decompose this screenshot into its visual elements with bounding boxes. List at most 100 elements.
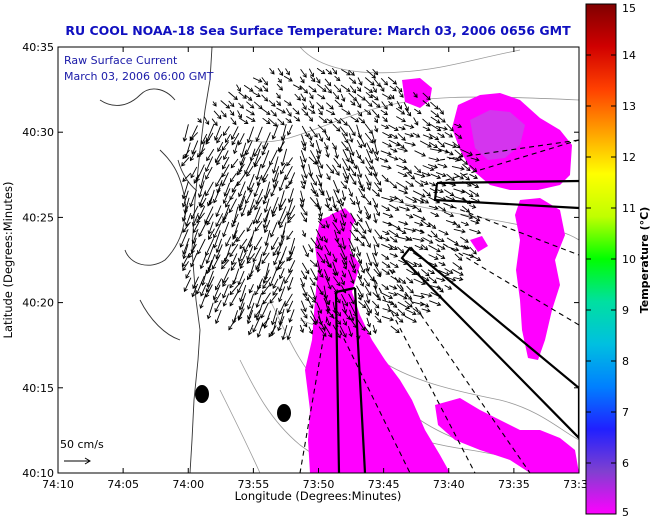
current-vector — [333, 189, 341, 205]
current-vector — [222, 284, 229, 299]
current-vector — [349, 229, 359, 242]
current-vector — [244, 94, 253, 101]
current-vector — [461, 245, 470, 250]
current-vector — [374, 229, 383, 240]
current-vector — [365, 268, 375, 282]
current-vector — [286, 300, 294, 314]
current-vector — [427, 163, 439, 169]
x-tick-label: 74:10 — [42, 478, 74, 491]
current-vector — [413, 261, 423, 268]
current-vector — [220, 110, 227, 118]
current-vector — [371, 147, 379, 162]
current-vector — [470, 219, 480, 225]
current-vector — [373, 117, 378, 124]
current-vector — [261, 164, 271, 181]
current-vector — [388, 300, 398, 308]
current-vector — [389, 155, 399, 161]
current-vector — [253, 236, 263, 251]
current-vector — [199, 254, 207, 270]
current-vector — [238, 195, 246, 212]
current-vector — [181, 252, 191, 268]
current-vector — [229, 284, 239, 296]
current-vector — [452, 262, 463, 270]
current-vector — [414, 150, 426, 157]
current-vector — [245, 190, 253, 205]
current-vector — [310, 268, 318, 281]
current-vector — [413, 205, 422, 213]
current-vector — [341, 69, 351, 76]
current-vector — [216, 156, 223, 166]
current-vector — [358, 260, 366, 274]
plot-area — [57, 46, 580, 474]
current-vector — [404, 141, 417, 147]
x-tick-label: 73:50 — [303, 478, 335, 491]
current-vector — [373, 268, 382, 278]
current-vector — [381, 174, 389, 183]
current-vector — [444, 268, 454, 274]
current-vector — [340, 213, 347, 227]
current-vector — [181, 190, 189, 208]
current-vector — [398, 206, 411, 212]
current-vector — [276, 107, 286, 114]
current-vector — [301, 262, 310, 275]
current-vector — [365, 220, 372, 234]
current-vector — [372, 166, 378, 177]
current-vector — [254, 220, 263, 232]
current-vector — [189, 150, 197, 162]
current-vector — [444, 284, 453, 290]
current-vector — [269, 292, 278, 304]
current-vector — [429, 182, 437, 187]
current-vector — [195, 275, 205, 295]
current-vector — [325, 260, 332, 268]
current-vector — [270, 109, 277, 117]
current-vector — [316, 83, 327, 93]
current-vector — [229, 277, 237, 289]
current-vector — [340, 246, 348, 261]
current-vector — [358, 187, 365, 199]
current-vector — [225, 133, 231, 144]
current-vector — [243, 236, 253, 254]
current-vector — [347, 325, 353, 338]
current-vector — [398, 91, 404, 98]
current-vector — [428, 276, 438, 284]
current-vector — [184, 212, 192, 227]
site-marker — [195, 385, 209, 403]
current-vector — [390, 325, 400, 334]
current-vector — [237, 246, 245, 263]
current-vector — [438, 261, 446, 267]
current-vector — [403, 227, 417, 233]
current-vector — [421, 244, 429, 251]
current-vector — [357, 237, 365, 247]
current-vector — [374, 315, 382, 324]
current-vector — [341, 190, 347, 202]
current-vector — [309, 100, 315, 110]
current-vector — [414, 221, 424, 227]
current-vector — [397, 246, 405, 254]
current-vector — [308, 85, 317, 93]
current-vector — [332, 91, 340, 100]
current-vector — [317, 124, 327, 133]
current-vector — [357, 181, 365, 192]
current-vector — [412, 196, 425, 204]
current-vector — [260, 302, 269, 319]
current-vector — [462, 163, 471, 172]
current-vector — [437, 132, 446, 138]
current-vector — [299, 278, 305, 288]
current-vector — [405, 108, 412, 117]
current-vector — [267, 117, 278, 127]
current-vector — [183, 277, 192, 293]
current-vector — [325, 149, 330, 158]
colorbar-tick-label: 11 — [622, 202, 636, 215]
current-vector — [357, 205, 363, 215]
current-vector — [395, 85, 403, 93]
current-vector — [285, 180, 293, 190]
current-vector — [307, 108, 316, 114]
current-vector — [382, 141, 393, 148]
current-vector — [264, 230, 271, 247]
current-vector — [404, 308, 417, 316]
current-vector — [366, 317, 372, 328]
current-vector — [263, 198, 270, 214]
current-vector — [308, 156, 318, 165]
current-vector — [278, 141, 285, 152]
current-vector — [380, 109, 389, 116]
